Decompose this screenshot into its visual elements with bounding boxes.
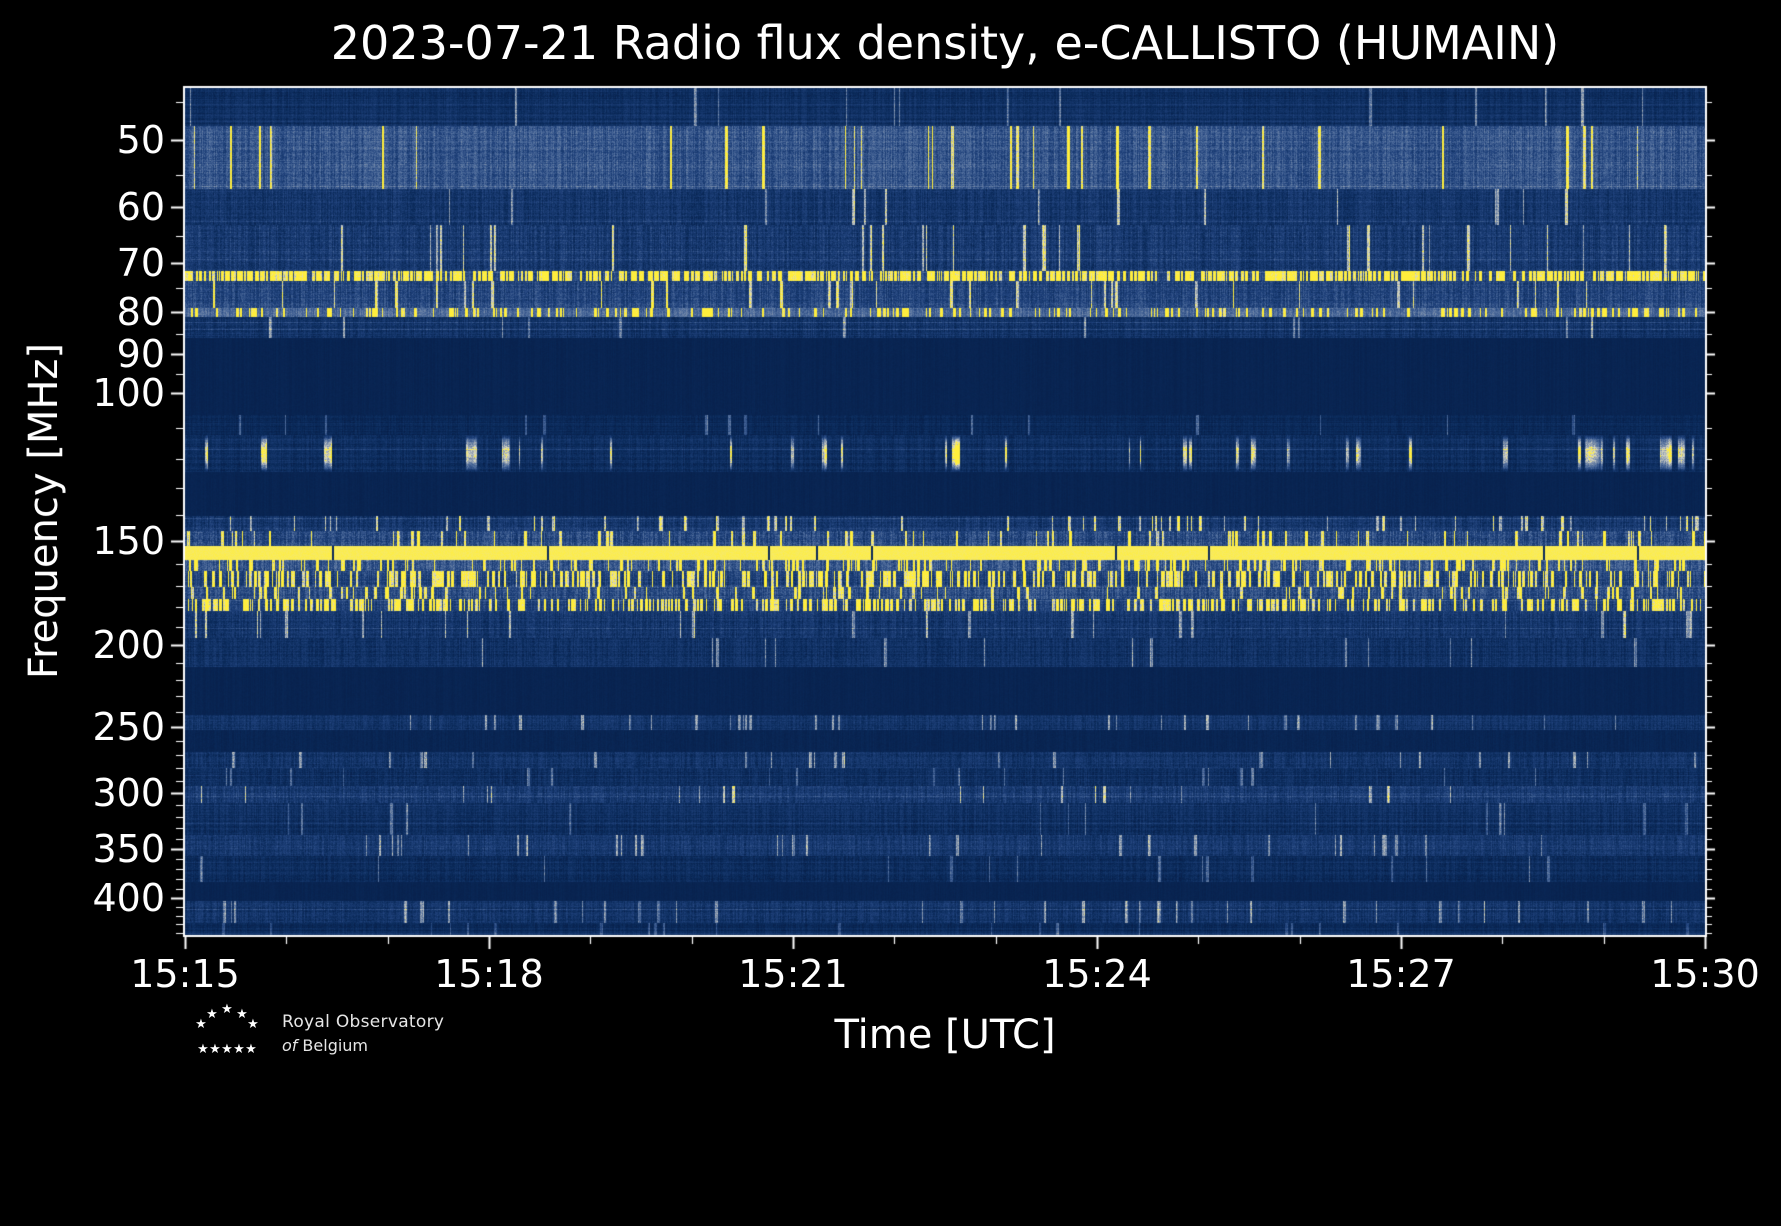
y-tick-label: 80	[116, 289, 165, 334]
y-tick-label: 100	[92, 370, 165, 415]
x-tick-label: 15:27	[1346, 952, 1456, 996]
svg-text:★: ★	[233, 1042, 245, 1057]
y-tick-label: 90	[116, 332, 165, 377]
x-axis-label: Time [UTC]	[834, 1012, 1056, 1058]
rob-logo-line2: of Belgium	[282, 1036, 444, 1055]
rob-logo: ★ ★ ★ ★ ★ ★ ★ ★ ★ ★ Royal Observatory of…	[188, 1000, 444, 1060]
svg-text:★: ★	[197, 1042, 209, 1057]
y-tick-label: 400	[92, 875, 165, 920]
rob-logo-stars-icon: ★ ★ ★ ★ ★ ★ ★ ★ ★ ★	[195, 1002, 259, 1057]
y-tick-label: 250	[92, 704, 165, 749]
y-tick-label: 70	[116, 240, 165, 285]
y-tick-label: 350	[92, 827, 165, 872]
rob-logo-belgium: Belgium	[302, 1036, 369, 1055]
x-tick-label: 15:30	[1650, 952, 1760, 996]
y-tick-label: 300	[92, 771, 165, 816]
rob-logo-line1: Royal Observatory	[282, 1012, 445, 1032]
y-tick-label: 150	[92, 518, 165, 563]
x-tick-label: 15:21	[738, 952, 848, 996]
svg-text:★: ★	[236, 1007, 248, 1022]
y-tick-label: 200	[92, 623, 165, 668]
y-tick-label: 60	[116, 184, 165, 229]
x-tick-label: 15:15	[130, 952, 240, 996]
chart-title: 2023-07-21 Radio flux density, e-CALLIST…	[330, 16, 1560, 70]
svg-text:★: ★	[209, 1042, 221, 1057]
svg-text:★: ★	[247, 1017, 259, 1032]
y-tick-label: 50	[116, 118, 165, 163]
svg-text:★: ★	[221, 1042, 233, 1057]
x-tick-label: 15:24	[1042, 952, 1152, 996]
x-tick-label: 15:18	[434, 952, 544, 996]
svg-text:★: ★	[221, 1002, 233, 1017]
svg-text:★: ★	[245, 1042, 257, 1057]
rob-logo-of: of	[282, 1036, 298, 1055]
svg-text:★: ★	[195, 1017, 207, 1032]
rob-logo-text: Royal Observatory of Belgium	[282, 1012, 444, 1055]
svg-text:★: ★	[206, 1007, 218, 1022]
